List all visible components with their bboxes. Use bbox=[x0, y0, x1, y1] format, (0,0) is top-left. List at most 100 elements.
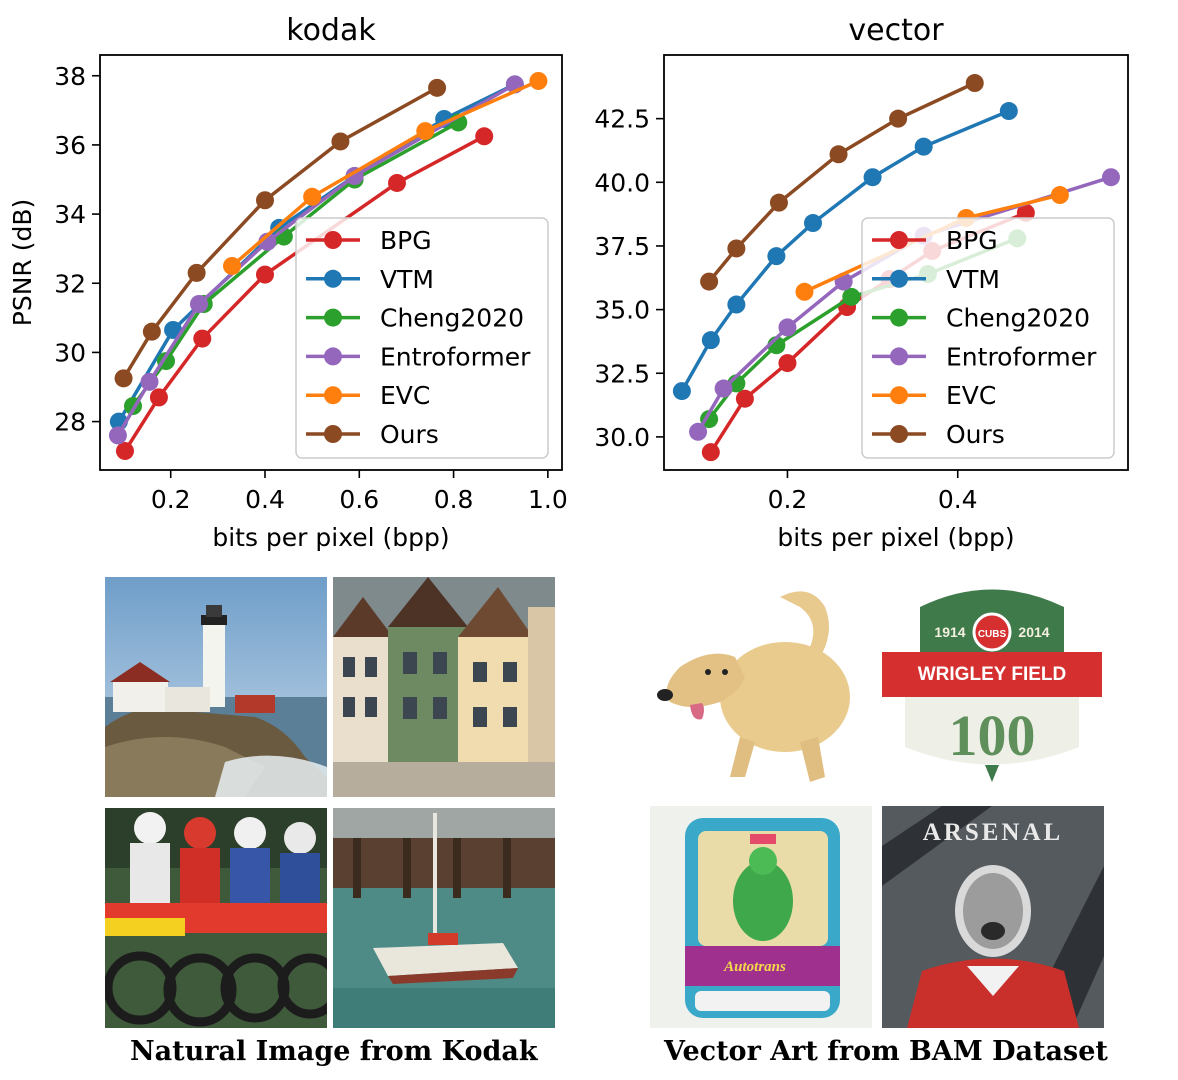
legend: BPG VTM Cheng2020 Entroformer EVC Ours bbox=[861, 217, 1115, 459]
badge-emblem-text: CUBS bbox=[978, 629, 1007, 640]
y-tick-label: 30 bbox=[54, 338, 86, 367]
legend-label: Entroformer bbox=[946, 342, 1097, 371]
legend-marker bbox=[890, 386, 908, 405]
badge-number: 100 bbox=[949, 703, 1036, 768]
y-tick-label: 42.5 bbox=[594, 105, 650, 134]
data-point bbox=[475, 127, 494, 146]
legend-marker bbox=[324, 386, 342, 405]
series-line bbox=[131, 120, 460, 408]
legend-marker bbox=[890, 269, 908, 288]
x-tick-label: 1.0 bbox=[528, 485, 568, 514]
legend-entry: Entroformer bbox=[872, 342, 1097, 371]
data-point bbox=[115, 441, 134, 460]
vector-poster-image: ARSENAL bbox=[882, 806, 1104, 1028]
data-point bbox=[769, 193, 788, 212]
data-point bbox=[701, 331, 720, 350]
data-point bbox=[735, 389, 754, 408]
vector-badge-image: CUBS 1914 2014 WRIGLEY FIELD 100 bbox=[880, 577, 1104, 797]
legend-marker bbox=[324, 231, 342, 249]
data-point bbox=[1050, 186, 1069, 205]
legend-marker bbox=[890, 231, 908, 249]
series-bpg bbox=[115, 127, 494, 460]
legend-entry: EVC bbox=[872, 381, 996, 410]
legend: BPG VTM Cheng2020 Entroformer EVC Ours bbox=[295, 217, 549, 459]
x-tick-label: 0.2 bbox=[768, 485, 808, 514]
legend-marker bbox=[324, 425, 342, 443]
legend-marker bbox=[324, 347, 342, 366]
legend-marker bbox=[324, 308, 342, 327]
series-ours bbox=[114, 78, 447, 388]
data-point bbox=[416, 122, 435, 141]
charts-svg: kodak 0.2 0.4 0.6 0.8 1.0 28 30 32 34 36 38 bits per… bbox=[8, 13, 1129, 552]
data-point bbox=[727, 295, 746, 314]
data-point bbox=[965, 74, 984, 93]
y-tick-label: 32 bbox=[54, 269, 86, 298]
x-axis-label: bits per pixel (bpp) bbox=[777, 523, 1014, 552]
x-axis-label: bits per pixel (bpp) bbox=[212, 523, 449, 552]
data-point bbox=[256, 191, 274, 210]
y-tick-label: 28 bbox=[54, 408, 86, 437]
data-point bbox=[767, 247, 786, 266]
data-point bbox=[529, 71, 548, 90]
y-tick-label: 32.5 bbox=[594, 359, 650, 388]
legend-label: Entroformer bbox=[380, 342, 531, 371]
legend-label: Ours bbox=[946, 420, 1005, 449]
x-tick-label: 0.6 bbox=[339, 485, 379, 514]
data-point bbox=[672, 382, 691, 401]
caption-vector: Vector Art from BAM Dataset bbox=[664, 1036, 1108, 1067]
plot-frame bbox=[99, 54, 563, 471]
y-tick-label: 38 bbox=[54, 62, 86, 91]
chart-kodak: kodak 0.2 0.4 0.6 0.8 1.0 28 30 32 34 36 38 bits per… bbox=[8, 13, 568, 552]
kodak-houses-image bbox=[333, 577, 555, 797]
data-point bbox=[727, 239, 746, 258]
plot-frame bbox=[663, 54, 1129, 471]
series-line bbox=[123, 134, 486, 452]
data-point bbox=[193, 329, 212, 348]
data-point bbox=[256, 265, 274, 284]
series-evc bbox=[223, 71, 548, 275]
vector-dog-image bbox=[650, 577, 872, 797]
chart-vector: vector 0.2 0.4 30.0 32.5 35.0 37.5 40.0 42.5 bits… bbox=[594, 13, 1129, 552]
legend-entry: Ours bbox=[306, 420, 439, 449]
data-point bbox=[303, 187, 322, 206]
series-vtm bbox=[672, 102, 1018, 401]
data-point bbox=[803, 214, 822, 233]
poster-title: ARSENAL bbox=[923, 819, 1063, 846]
data-point bbox=[108, 426, 127, 445]
badge-year-left: 1914 bbox=[934, 624, 965, 640]
data-point bbox=[187, 263, 206, 282]
data-point bbox=[140, 372, 159, 391]
data-point bbox=[863, 168, 882, 187]
y-axis-label: PSNR (dB) bbox=[8, 199, 37, 327]
badge-year-right: 2014 bbox=[1018, 624, 1049, 640]
data-point bbox=[829, 145, 848, 164]
data-point bbox=[331, 132, 350, 151]
data-point bbox=[700, 272, 719, 291]
legend-marker bbox=[324, 269, 342, 288]
legend-label: Cheng2020 bbox=[946, 304, 1090, 333]
data-point bbox=[778, 318, 797, 337]
legend-marker bbox=[890, 347, 908, 366]
legend-label: Cheng2020 bbox=[380, 304, 524, 333]
y-tick-label: 37.5 bbox=[594, 232, 650, 261]
data-point bbox=[701, 443, 720, 462]
legend-marker bbox=[890, 425, 908, 443]
data-point bbox=[778, 354, 797, 373]
legend-entry: VTM bbox=[306, 265, 434, 294]
data-point bbox=[842, 287, 861, 306]
x-tick-label: 0.4 bbox=[245, 485, 285, 514]
data-point bbox=[914, 137, 933, 156]
legend-entry: Cheng2020 bbox=[306, 304, 524, 333]
legend-entry: Ours bbox=[872, 420, 1005, 449]
legend-label: EVC bbox=[946, 381, 996, 410]
data-point bbox=[889, 109, 908, 128]
y-tick-label: 30.0 bbox=[594, 423, 650, 452]
data-point bbox=[114, 369, 133, 388]
chart-title: vector bbox=[848, 13, 944, 48]
data-point bbox=[1101, 168, 1120, 187]
kodak-boat-image bbox=[333, 808, 555, 1028]
x-tick-label: 0.4 bbox=[938, 485, 978, 514]
legend-label: BPG bbox=[946, 226, 998, 255]
legend-label: VTM bbox=[946, 265, 1000, 294]
data-point bbox=[388, 173, 406, 192]
